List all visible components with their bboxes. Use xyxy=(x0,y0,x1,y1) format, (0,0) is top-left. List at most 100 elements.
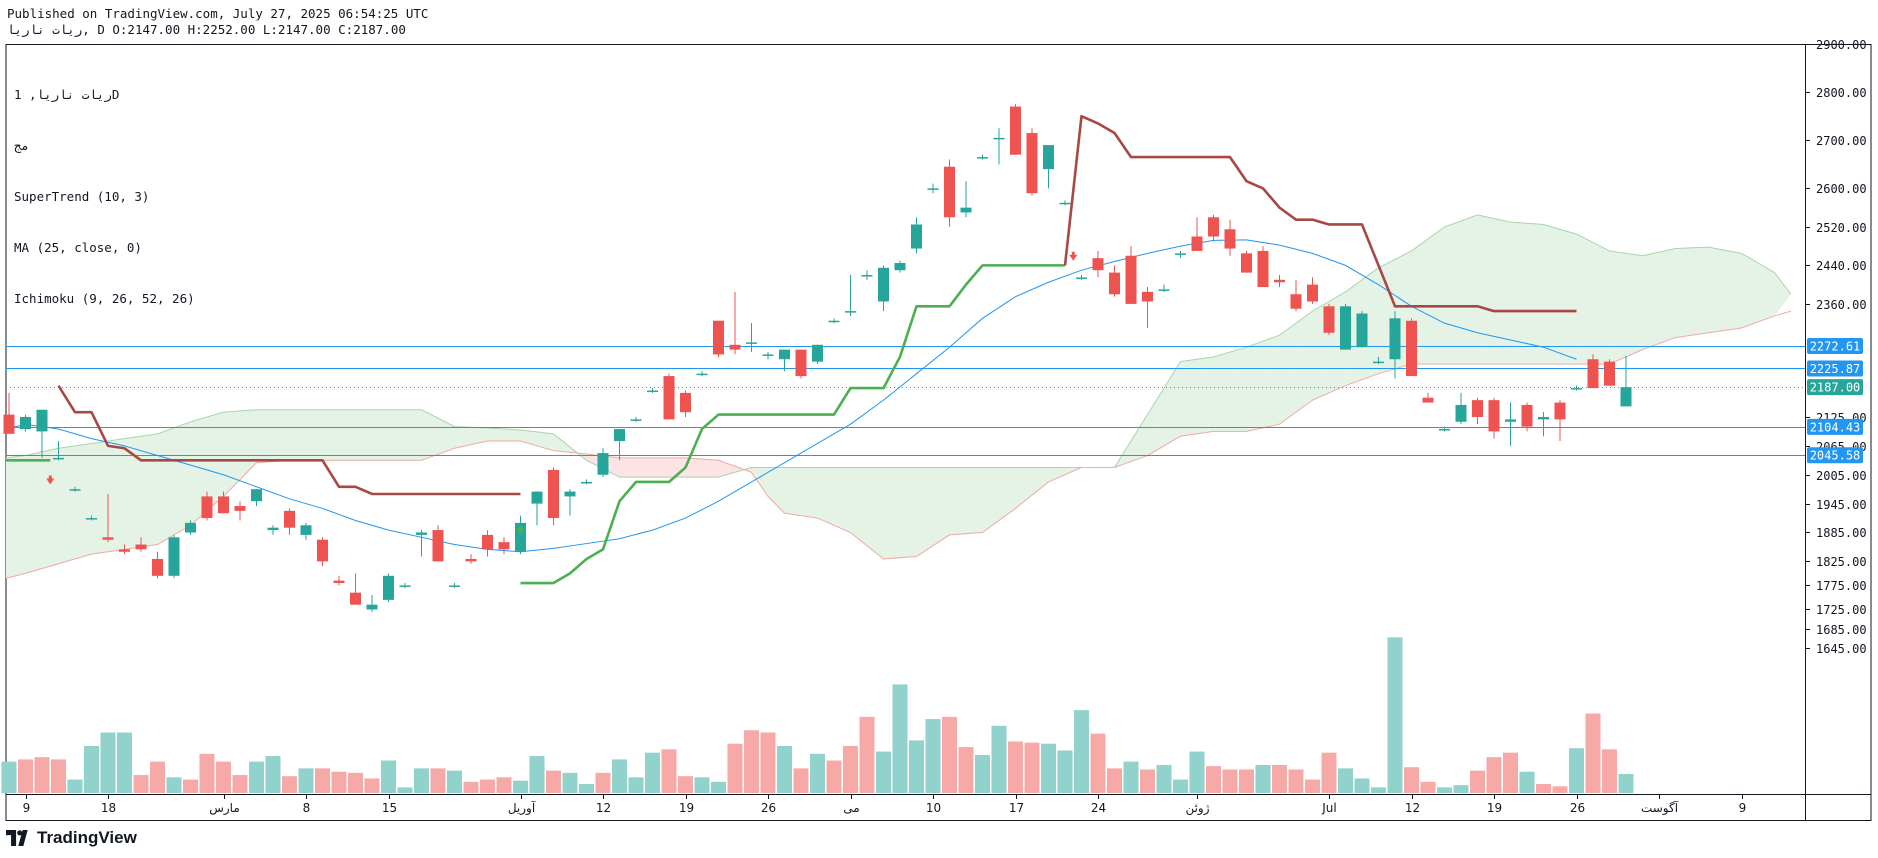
cloud-segment xyxy=(982,467,1049,533)
volume-bar xyxy=(628,777,644,793)
volume-bar xyxy=(1288,769,1304,793)
candle-body xyxy=(1290,294,1302,309)
cloud-segment xyxy=(1015,467,1082,509)
volume-bar xyxy=(1140,769,1155,793)
candle-body xyxy=(1109,272,1120,295)
cloud-segment xyxy=(817,467,884,533)
volume-bar xyxy=(1371,787,1386,793)
candle-body xyxy=(53,457,64,460)
published-line: Published on TradingView.com, July 27, 2… xyxy=(7,6,429,21)
volume-bar xyxy=(315,768,330,793)
volume-bar xyxy=(414,768,429,793)
candle-body xyxy=(1125,255,1137,304)
candle-body xyxy=(1059,202,1071,205)
cloud-segment xyxy=(883,467,950,559)
supertrend-signals xyxy=(46,251,1078,535)
candle-body xyxy=(977,157,988,159)
candle-body xyxy=(597,453,609,475)
time-axis[interactable]: 9 18 مارس 8 15 آوریل 12 19 26 می 10 17 24 ژوئن Jul 12 19… xyxy=(23,794,1747,816)
cloud-segment xyxy=(1213,335,1280,432)
volume-bar xyxy=(331,771,347,793)
candle-body xyxy=(1439,429,1450,431)
price-label-box xyxy=(1807,360,1863,377)
supertrend-up-line xyxy=(520,264,1065,585)
volume-bar xyxy=(348,772,363,793)
cloud-segment xyxy=(487,428,521,442)
cloud-segment xyxy=(685,457,719,478)
candle-body xyxy=(1274,279,1285,283)
time-tick-label: می xyxy=(843,801,859,815)
horizontal-lines xyxy=(6,346,1805,456)
candle-body xyxy=(564,491,576,497)
candle-body xyxy=(399,585,411,587)
candle-body xyxy=(630,419,642,421)
candle-body xyxy=(119,549,130,552)
candle-body xyxy=(762,354,774,356)
price-label-box xyxy=(1807,379,1863,396)
legend-symbol[interactable]: ریات ناریا, 1D xyxy=(14,87,120,102)
candle-body xyxy=(482,534,493,550)
candle-body xyxy=(1554,402,1566,420)
price-tick-label: 2520.00 xyxy=(1816,221,1867,235)
time-tick-label: 26 xyxy=(761,801,776,815)
price-tick-label: 2600.00 xyxy=(1816,182,1867,196)
volume-bar xyxy=(810,753,825,793)
cloud-segment xyxy=(850,467,917,559)
volume-bar xyxy=(84,745,99,793)
volume-bar xyxy=(843,745,858,793)
volume-bar xyxy=(1272,765,1287,793)
time-tick-label: 12 xyxy=(1405,801,1420,815)
candle-body xyxy=(746,342,757,344)
price-label-text: 2225.87 xyxy=(1810,362,1861,376)
time-tick-label: آوریل xyxy=(508,800,536,816)
time-tick-label: آگوست xyxy=(1641,800,1679,816)
legend-ma[interactable]: MA (25, close, 0) xyxy=(14,240,142,255)
candle-body xyxy=(284,510,295,528)
volume-bar xyxy=(249,761,264,793)
candle-body xyxy=(1241,253,1252,273)
candle-body xyxy=(1389,318,1401,360)
volume-bar xyxy=(1,761,17,793)
cloud-segment xyxy=(916,467,983,557)
price-tick-label: 1775.00 xyxy=(1816,579,1867,593)
cloud-segment xyxy=(190,412,224,526)
volume-bar xyxy=(150,761,165,793)
candle-body xyxy=(152,558,163,576)
candle-body xyxy=(135,544,147,550)
candle-body xyxy=(432,530,444,562)
candle-body xyxy=(465,558,477,562)
price-tick-label: 1825.00 xyxy=(1816,555,1867,569)
volume-bar xyxy=(364,778,380,793)
cloud-segment xyxy=(768,467,818,514)
volume-bar xyxy=(1519,771,1535,793)
candle-body xyxy=(350,592,361,605)
cloud-segment xyxy=(652,457,686,478)
legend-ichimoku[interactable]: Ichimoku (9, 26, 52, 26) xyxy=(14,291,195,306)
tradingview-logo[interactable]: TradingView xyxy=(6,827,137,849)
volume-bar xyxy=(727,743,743,793)
volume-bar xyxy=(661,749,677,793)
candle-body xyxy=(812,344,823,362)
candle-body xyxy=(548,469,559,519)
volume-bar xyxy=(562,772,578,793)
price-label-text: 2272.61 xyxy=(1810,339,1861,353)
time-tick-label: 17 xyxy=(1009,801,1024,815)
candle-body xyxy=(1175,253,1186,255)
volume-bar xyxy=(595,772,611,793)
time-tick-label: 15 xyxy=(382,801,397,815)
volume-bars xyxy=(1,637,1634,793)
volume-bar xyxy=(1321,752,1337,793)
legend-supertrend[interactable]: SuperTrend (10, 3) xyxy=(14,189,150,204)
candle-body xyxy=(927,188,939,190)
volume-bar xyxy=(1123,761,1139,793)
time-tick-label: 19 xyxy=(1487,801,1502,815)
volume-bar xyxy=(1024,742,1040,793)
candle-body xyxy=(1307,284,1318,302)
volume-bar xyxy=(744,730,759,793)
volume-bar xyxy=(298,768,314,793)
price-tick-label: 1945.00 xyxy=(1816,498,1867,512)
volume-bar xyxy=(826,760,842,793)
volume-bar xyxy=(133,775,149,793)
cloud-segment xyxy=(421,409,455,461)
